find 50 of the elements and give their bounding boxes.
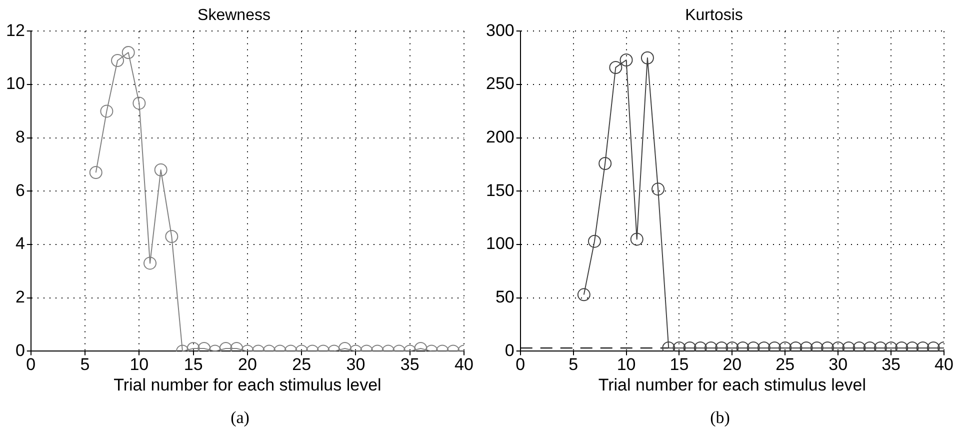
y-tick-label: 12 (6, 20, 25, 40)
text: (a) (230, 408, 250, 428)
x-tick-label: 35 (882, 355, 901, 374)
point (111, 54, 124, 68)
y-tick-label: 10 (6, 74, 25, 94)
chart-title: Skewness (198, 7, 270, 24)
y-tick-label: 4 (15, 234, 25, 254)
x-tick-label: 20 (238, 355, 257, 374)
x-tick-label: 5 (568, 355, 578, 374)
y-tick-label: 150 (486, 180, 514, 200)
point (89, 166, 102, 180)
point (132, 96, 146, 110)
point (122, 46, 135, 60)
y-tick-label: 6 (15, 180, 25, 200)
x-tick-label: 30 (828, 355, 848, 374)
x-axis-title: Trial number for each stimulus level (598, 375, 866, 394)
x-tick-label: 30 (346, 355, 366, 374)
text: (b) (709, 408, 731, 428)
point (588, 234, 601, 248)
y-tick-label: 50 (495, 288, 514, 307)
point (640, 51, 654, 64)
point (154, 163, 168, 176)
x-tick-label: 40 (934, 355, 954, 374)
x-tick-label: 10 (616, 355, 636, 374)
x-tick-label: 35 (400, 355, 420, 374)
y-tick-label: 2 (15, 288, 25, 307)
x-tick-label: 20 (722, 355, 742, 374)
x-tick-label: 25 (292, 355, 312, 374)
point (100, 104, 114, 118)
point (609, 60, 622, 74)
x-tick-label: 15 (184, 355, 203, 374)
y-tick-label: 300 (486, 20, 514, 40)
point (652, 182, 665, 196)
y-tick-label: 0 (15, 340, 25, 360)
x-tick-label: 40 (454, 355, 474, 374)
x-tick-label: 25 (776, 355, 795, 374)
chart-title: Kurtosis (685, 7, 743, 24)
x-tick-label: 15 (670, 355, 689, 374)
point (577, 288, 590, 302)
y-tick-label: 0 (504, 340, 514, 360)
point (598, 156, 612, 170)
y-tick-label: 8 (15, 128, 25, 147)
x-tick-label: 10 (130, 355, 149, 374)
y-tick-label: 200 (486, 128, 514, 147)
point (620, 54, 633, 66)
x-axis-title: Trial number for each stimulus level (114, 375, 382, 394)
point (630, 232, 644, 246)
y-tick-label: 100 (486, 234, 514, 254)
x-tick-label: 5 (80, 355, 90, 374)
y-tick-label: 250 (486, 74, 514, 94)
